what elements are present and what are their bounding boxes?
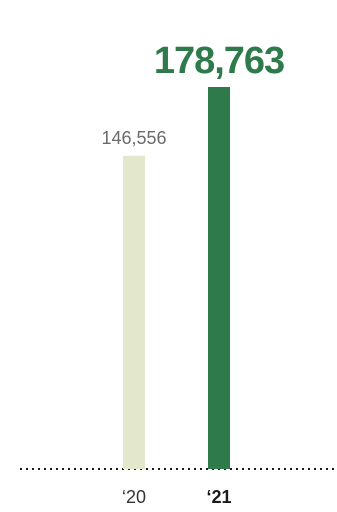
bar-1 xyxy=(208,87,230,469)
value-label-1: 178,763 xyxy=(154,40,284,82)
x-tick-labels-group: ‘20 ‘21 xyxy=(122,487,232,507)
value-label-0: 146,556 xyxy=(101,128,166,148)
x-tick-label-0: ‘20 xyxy=(122,487,146,507)
bars-group xyxy=(123,87,230,470)
x-tick-label-1: ‘21 xyxy=(206,487,231,507)
value-labels-group: 146,556 178,763 xyxy=(101,40,285,148)
bar-0 xyxy=(123,155,145,470)
